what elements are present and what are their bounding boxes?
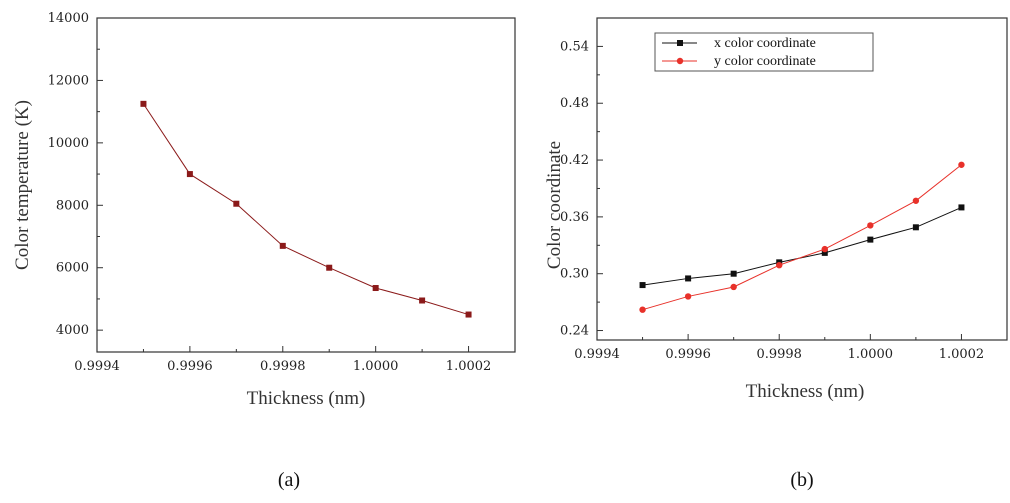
y-tick-label-b-4: 0.48 bbox=[560, 96, 589, 111]
y-tick-label-a-3: 10000 bbox=[48, 136, 89, 151]
data-point-b-0-5 bbox=[867, 237, 873, 243]
y-tick-label-a-4: 12000 bbox=[48, 73, 89, 88]
x-tick-label-a-0: 0.9994 bbox=[74, 359, 120, 374]
y-tick-label-a-0: 4000 bbox=[56, 323, 89, 338]
chart-panel-b: 0.9994 0.9996 0.9998 1.0000 1.00020.240.300.… bbox=[544, 18, 1007, 491]
data-point-a-0-7 bbox=[466, 312, 472, 318]
legend-marker-y bbox=[677, 58, 683, 64]
x-tick-label-b-1: 0.9996 bbox=[665, 347, 711, 362]
chart-panel-a: 0.9994 0.9996 0.9998 1.0000 1.0002 4000 6000 80… bbox=[12, 11, 515, 491]
series-line-a-0 bbox=[143, 104, 468, 315]
y-tick-label-b-5: 0.54 bbox=[560, 39, 589, 54]
data-point-a-0-1 bbox=[187, 171, 193, 177]
data-point-a-0-2 bbox=[233, 201, 239, 207]
x-tick-label-b-0: 0.9994 bbox=[574, 347, 620, 362]
data-point-b-1-0 bbox=[639, 306, 645, 312]
legend-b: x color coordinate y color coordinate bbox=[655, 33, 873, 71]
y-axis-title-b: Color coordinate bbox=[544, 141, 565, 269]
panel-label-a: (a) bbox=[278, 469, 300, 491]
plot-frame-a bbox=[97, 18, 515, 352]
x-tick-label-a-1: 0.9996 bbox=[167, 359, 213, 374]
data-point-b-1-2 bbox=[730, 284, 736, 290]
data-point-b-0-7 bbox=[958, 204, 964, 210]
legend-label-y: y color coordinate bbox=[714, 54, 816, 69]
legend-marker-x bbox=[677, 40, 683, 46]
x-tick-label-a-4: 1.0002 bbox=[446, 359, 492, 374]
y-tick-label-a-1: 6000 bbox=[56, 261, 89, 276]
x-tick-label-b-3: 1.0000 bbox=[848, 347, 894, 362]
series-line-b-0 bbox=[643, 207, 962, 285]
y-axis-title-a: Color temperature (K) bbox=[12, 100, 33, 270]
data-point-b-0-1 bbox=[685, 275, 691, 281]
x-axis-title-a: Thickness (nm) bbox=[247, 388, 366, 409]
data-point-a-0-4 bbox=[326, 265, 332, 271]
data-point-b-1-7 bbox=[958, 162, 964, 168]
data-point-b-0-2 bbox=[731, 271, 737, 277]
data-point-a-0-0 bbox=[140, 101, 146, 107]
data-point-a-0-3 bbox=[280, 243, 286, 249]
y-tick-label-b-0: 0.24 bbox=[560, 324, 589, 339]
data-point-b-1-5 bbox=[867, 222, 873, 228]
data-point-a-0-5 bbox=[373, 285, 379, 291]
tick-group-a: 0.9994 0.9996 0.9998 1.0000 1.0002 4000 6000 80… bbox=[48, 11, 492, 374]
data-point-b-1-1 bbox=[685, 293, 691, 299]
data-point-b-1-4 bbox=[822, 246, 828, 252]
x-tick-label-a-2: 0.9998 bbox=[260, 359, 306, 374]
y-tick-label-a-2: 8000 bbox=[56, 198, 89, 213]
x-tick-label-b-4: 1.0002 bbox=[939, 347, 985, 362]
x-tick-label-a-3: 1.0000 bbox=[353, 359, 399, 374]
y-tick-label-a-5: 14000 bbox=[48, 11, 89, 26]
data-point-b-0-0 bbox=[640, 282, 646, 288]
x-axis-title-b: Thickness (nm) bbox=[746, 381, 865, 402]
x-tick-label-b-2: 0.9998 bbox=[756, 347, 802, 362]
panel-label-b: (b) bbox=[790, 469, 813, 491]
series-group-a bbox=[140, 101, 471, 318]
legend-label-x: x color coordinate bbox=[714, 36, 816, 51]
tick-group-b: 0.9994 0.9996 0.9998 1.0000 1.00020.240.300.… bbox=[560, 39, 984, 362]
data-point-a-0-6 bbox=[419, 297, 425, 303]
data-point-b-1-3 bbox=[776, 262, 782, 268]
data-point-b-0-6 bbox=[913, 224, 919, 230]
series-group-b bbox=[639, 162, 964, 313]
data-point-b-1-6 bbox=[913, 198, 919, 204]
series-line-b-1 bbox=[643, 165, 962, 310]
